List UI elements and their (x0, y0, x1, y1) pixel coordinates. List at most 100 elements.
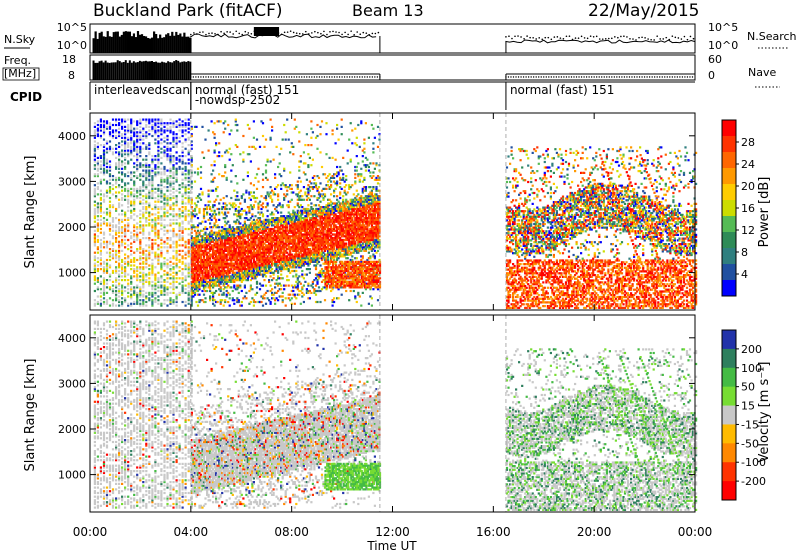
nave-dot (565, 76, 568, 78)
range-gate-cell (237, 286, 240, 289)
range-gate-cell (166, 286, 169, 289)
range-gate-cell (172, 257, 175, 260)
range-gate-cell (178, 226, 181, 229)
range-gate-cell (184, 133, 187, 136)
range-gate-cell (222, 275, 225, 278)
range-gate-cell (127, 244, 130, 247)
range-gate-cell (190, 191, 193, 194)
range-gate-cell (172, 291, 175, 294)
range-gate-cell (271, 200, 274, 203)
range-gate-cell (193, 257, 197, 260)
range-gate-cell (145, 186, 148, 189)
range-gate-cell (99, 165, 102, 169)
range-gate-cell (292, 275, 295, 278)
range-gate-cell (190, 275, 193, 278)
range-gate-cell (252, 249, 255, 252)
noise-search-dot (323, 30, 325, 33)
range-gate-cell (202, 240, 206, 243)
range-gate-cell (133, 258, 136, 262)
range-gate-cell (248, 193, 251, 196)
range-gate-cell (154, 164, 157, 167)
range-gate-cell (252, 136, 255, 139)
range-gate-cell (166, 138, 169, 141)
range-gate-cell (118, 151, 121, 154)
range-gate-cell (202, 280, 206, 283)
range-gate-cell (216, 271, 219, 274)
range-gate-cell (248, 246, 251, 249)
range-gate-cell (139, 280, 142, 283)
range-gate-cell (192, 275, 195, 278)
range-gate-cell (142, 284, 145, 287)
range-gate-cell (278, 153, 281, 156)
range-gate-cell (277, 184, 280, 187)
range-gate-cell (192, 268, 195, 271)
range-gate-cell (130, 176, 133, 179)
range-gate-cell (121, 268, 124, 271)
range-gate-cell (139, 293, 142, 296)
nave-dot (222, 76, 225, 78)
range-gate-cell (96, 264, 99, 267)
range-gate-cell (166, 127, 169, 130)
range-gate-cell (105, 211, 109, 214)
range-gate-cell (99, 160, 102, 163)
range-gate-cell (148, 151, 151, 154)
range-gate-cell (190, 260, 193, 263)
range-gate-cell (93, 277, 96, 280)
range-gate-cell (225, 262, 228, 265)
range-gate-cell (160, 129, 163, 132)
range-gate-cell (133, 129, 136, 132)
range-gate-cell (213, 304, 216, 307)
range-gate-cell (154, 158, 157, 161)
range-gate-cell (296, 284, 299, 287)
range-gate-cell (160, 131, 163, 134)
range-gate-cell (252, 262, 255, 265)
range-gate-cell (108, 253, 112, 256)
range-gate-cell (236, 258, 239, 262)
range-gate-cell (118, 229, 121, 232)
range-gate-cell (121, 279, 124, 282)
range-gate-cell (118, 162, 121, 165)
range-gate-cell (157, 231, 160, 234)
range-gate-cell (169, 182, 172, 185)
range-gate-cell (218, 251, 221, 254)
range-gate-cell (118, 289, 121, 293)
range-gate-cell (255, 246, 259, 249)
range-gate-cell (99, 224, 102, 227)
range-gate-cell (139, 286, 142, 289)
range-gate-cell (99, 231, 102, 234)
nave-dot (205, 76, 207, 78)
range-gate-cell (198, 255, 201, 258)
range-gate-cell (249, 229, 252, 232)
range-gate-cell (230, 233, 233, 236)
range-gate-cell (154, 131, 157, 134)
range-gate-cell (190, 211, 193, 214)
range-gate-cell (292, 289, 295, 293)
range-gate-cell (145, 176, 148, 179)
range-gate-cell (148, 297, 151, 300)
range-gate-cell (108, 149, 112, 152)
range-gate-cell (115, 167, 118, 170)
range-gate-cell (234, 198, 237, 201)
range-gate-cell (255, 275, 259, 278)
range-gate-cell (207, 195, 210, 198)
range-gate-cell (248, 145, 251, 148)
range-gate-cell (192, 291, 195, 294)
range-gate-cell (258, 217, 262, 220)
range-gate-cell (202, 217, 206, 220)
range-gate-cell (225, 176, 228, 179)
noise-search-dot (211, 32, 213, 34)
range-gate-cell (166, 211, 169, 214)
range-gate-cell (251, 297, 254, 300)
range-gate-cell (198, 242, 201, 245)
range-gate-cell (193, 226, 197, 229)
range-gate-cell (243, 260, 246, 263)
range-gate-cell (127, 260, 130, 263)
range-gate-cell (154, 191, 157, 194)
range-gate-cell (246, 269, 249, 273)
range-gate-cell (237, 248, 240, 251)
range-gate-cell (108, 273, 112, 276)
range-gate-cell (243, 248, 246, 251)
range-gate-cell (105, 262, 109, 265)
range-gate-cell (166, 200, 169, 203)
nave-dot (532, 76, 535, 78)
